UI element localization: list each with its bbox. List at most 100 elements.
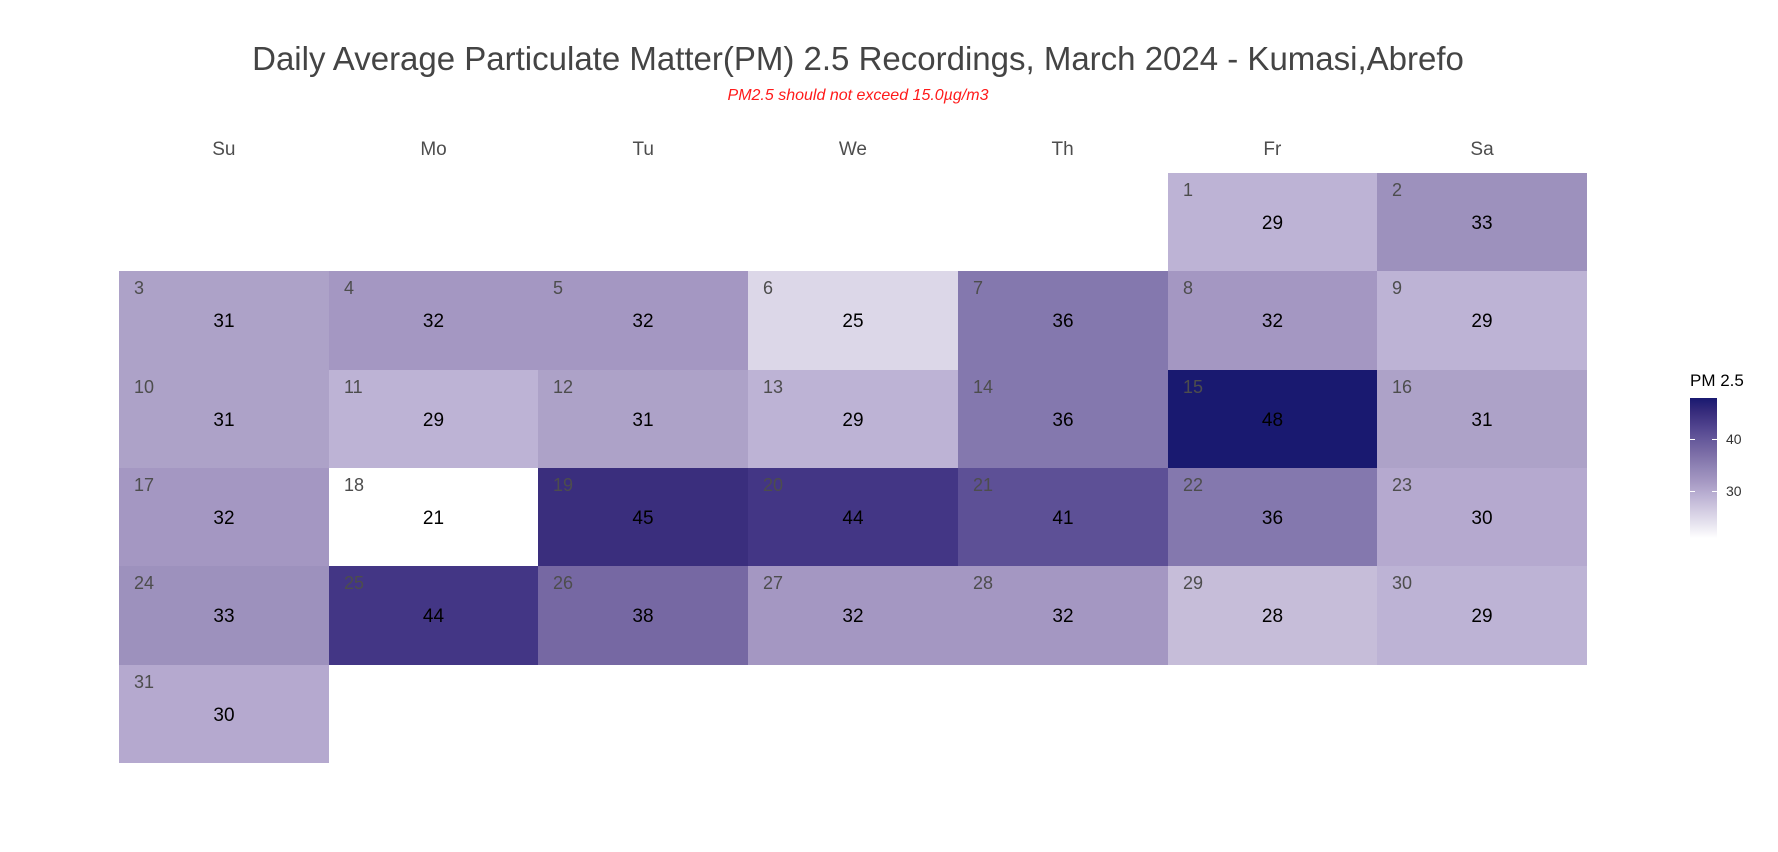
- day-cell: 14 36: [958, 370, 1168, 468]
- day-cell: 26 38: [538, 566, 748, 665]
- pm-value-label: 31: [213, 410, 235, 431]
- pm-value-label: 32: [632, 311, 654, 332]
- chart-title: Daily Average Particulate Matter(PM) 2.5…: [252, 40, 1464, 77]
- pm-value-label: 38: [632, 606, 654, 627]
- pm-value-label: 33: [213, 606, 235, 627]
- day-cell: 15 48: [1168, 370, 1377, 468]
- pm-value-label: 29: [422, 410, 445, 431]
- day-number: 3: [134, 278, 145, 298]
- pm-value-label: 31: [1471, 410, 1493, 431]
- day-number: 11: [344, 377, 363, 397]
- pm-value-label: 33: [1471, 213, 1493, 234]
- day-number: 27: [763, 573, 784, 593]
- pm-value-label: 32: [1261, 311, 1284, 332]
- pm-value-label: 21: [422, 508, 445, 529]
- pm-value-label: 32: [842, 606, 864, 627]
- day-cell: 19 45: [538, 468, 748, 566]
- pm-value-label: 44: [422, 606, 445, 627]
- day-number: 24: [134, 573, 155, 593]
- legend-tick-mark: [1690, 439, 1695, 440]
- day-cell: 1 29: [1168, 173, 1377, 271]
- day-number: 15: [1183, 377, 1204, 397]
- pm-value-label: 44: [842, 508, 864, 529]
- pm-value-label: 31: [213, 311, 235, 332]
- day-cell: 9 29: [1377, 271, 1587, 370]
- legend-tick-label: 30: [1726, 483, 1742, 499]
- day-number: 16: [1392, 377, 1413, 397]
- day-cell: 5 32: [538, 271, 748, 370]
- day-cell: 13 29: [748, 370, 958, 468]
- day-number: 28: [973, 573, 994, 593]
- day-number: 29: [1183, 573, 1204, 593]
- pm-value-label: 41: [1052, 508, 1074, 529]
- pm-value-label: 31: [632, 410, 654, 431]
- day-number: 10: [134, 377, 155, 397]
- pm-value-label: 30: [213, 705, 235, 726]
- legend-tick-mark: [1712, 439, 1717, 440]
- day-number: 22: [1183, 475, 1204, 495]
- chart-subtitle: PM2.5 should not exceed 15.0µg/m3: [727, 87, 989, 104]
- pm-value-label: 48: [1261, 410, 1284, 431]
- day-cell: 6 25: [748, 271, 958, 370]
- day-cell: 4 32: [329, 271, 538, 370]
- pm-value-label: 29: [842, 410, 864, 431]
- day-cell: 22 36: [1168, 468, 1377, 566]
- weekday-label: Tu: [632, 139, 654, 160]
- day-cell: 10 31: [119, 370, 329, 468]
- pm-value-label: 32: [213, 508, 235, 529]
- day-number: 7: [973, 278, 984, 298]
- legend-tick-label: 40: [1726, 431, 1742, 447]
- pm-value-label: 29: [1471, 311, 1493, 332]
- day-cell: 16 31: [1377, 370, 1587, 468]
- day-number: 13: [763, 377, 784, 397]
- day-cell: 8 32: [1168, 271, 1377, 370]
- pm-value-label: 29: [1261, 213, 1284, 234]
- pm-value-label: 32: [422, 311, 445, 332]
- pm-value-label: 36: [1261, 508, 1284, 529]
- day-cell: 29 28: [1168, 566, 1377, 665]
- legend-tick-mark: [1690, 491, 1695, 492]
- pm-value-label: 36: [1052, 311, 1074, 332]
- pm-value-label: 36: [1052, 410, 1074, 431]
- legend-tick-mark: [1712, 491, 1717, 492]
- day-number: 21: [973, 475, 994, 495]
- day-cell: 27 32: [748, 566, 958, 665]
- day-cell: 21 41: [958, 468, 1168, 566]
- day-number: 2: [1392, 180, 1403, 200]
- day-cell: 7 36: [958, 271, 1168, 370]
- day-number: 23: [1392, 475, 1413, 495]
- day-number: 18: [344, 475, 365, 495]
- day-cell: 28 32: [958, 566, 1168, 665]
- pm-value-label: 28: [1261, 606, 1284, 627]
- day-cell: 3 31: [119, 271, 329, 370]
- day-cell: 18 21: [329, 468, 538, 566]
- day-cell: 23 30: [1377, 468, 1587, 566]
- legend-title: PM 2.5: [1690, 371, 1744, 390]
- day-cell: 31 30: [119, 665, 329, 763]
- day-number: 17: [134, 475, 155, 495]
- day-cell: 2 33: [1377, 173, 1587, 271]
- weekday-label: Sa: [1470, 139, 1494, 160]
- day-cell: 30 29: [1377, 566, 1587, 665]
- day-number: 6: [763, 278, 774, 298]
- weekday-label: Mo: [420, 139, 447, 160]
- pm-value-label: 29: [1471, 606, 1493, 627]
- weekday-label: Th: [1051, 139, 1074, 160]
- day-number: 9: [1392, 278, 1403, 298]
- day-number: 26: [553, 573, 574, 593]
- day-number: 25: [344, 573, 365, 593]
- day-number: 14: [973, 377, 994, 397]
- day-number: 8: [1183, 278, 1194, 298]
- day-number: 5: [553, 278, 564, 298]
- day-number: 20: [763, 475, 784, 495]
- pm-value-label: 25: [842, 311, 864, 332]
- day-number: 1: [1183, 180, 1194, 200]
- day-number: 4: [344, 278, 355, 298]
- weekday-label: Fr: [1263, 139, 1282, 160]
- pm-value-label: 32: [1052, 606, 1074, 627]
- weekday-label: We: [838, 139, 868, 160]
- day-cell: 25 44: [329, 566, 538, 665]
- day-number: 31: [134, 672, 155, 692]
- weekday-label: Su: [212, 139, 236, 160]
- day-cell: 24 33: [119, 566, 329, 665]
